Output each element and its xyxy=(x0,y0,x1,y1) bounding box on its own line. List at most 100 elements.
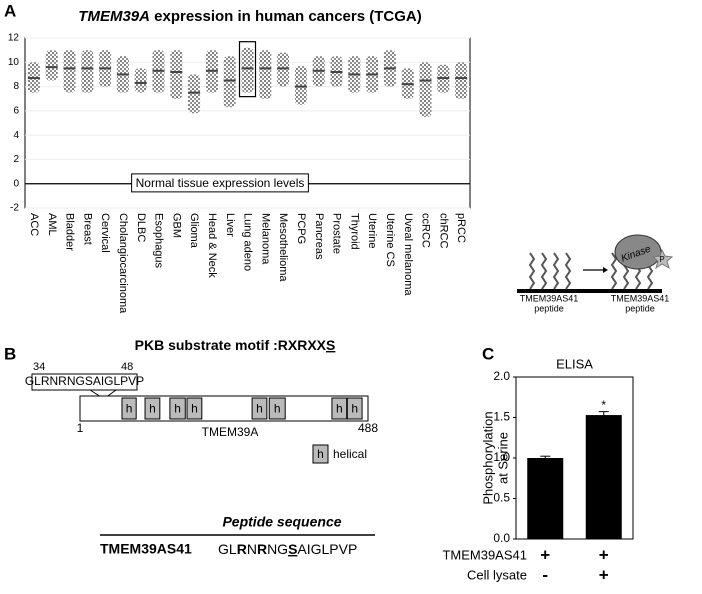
y-tick-label: 0.5 xyxy=(493,491,510,505)
y-tick-label: 2 xyxy=(13,154,19,165)
helix-label: h xyxy=(149,402,156,416)
protein-end: 488 xyxy=(358,421,378,435)
legend-label: helical xyxy=(333,447,367,461)
bar xyxy=(527,458,564,539)
protein-name: TMEM39A xyxy=(202,425,259,439)
inset-connector xyxy=(89,389,100,397)
helix xyxy=(121,397,137,420)
x-tick-label: Melanoma xyxy=(259,213,271,265)
point-cloud xyxy=(294,65,307,105)
y-tick-label: 1.0 xyxy=(493,450,510,464)
condition-mark: + xyxy=(599,545,609,564)
x-tick-label: Thyroid xyxy=(348,213,360,250)
x-tick-label: ccRCC xyxy=(420,213,432,248)
motif-prefix: PKB substrate motif : xyxy=(135,337,278,353)
sequence-part: GL xyxy=(218,541,237,557)
y-tick-label: 4 xyxy=(13,130,19,141)
point-cloud xyxy=(259,50,272,99)
helix xyxy=(346,397,363,420)
reference-label-box xyxy=(131,173,309,193)
y-tick-label: 8 xyxy=(13,81,19,92)
title-gene: TMEM39A xyxy=(78,8,150,25)
panel-label: B xyxy=(4,344,16,363)
x-tick-label: GBM xyxy=(170,213,182,238)
point-cloud xyxy=(188,74,201,114)
reference-label: Normal tissue expression levels xyxy=(136,176,305,190)
phospho-star xyxy=(651,248,674,270)
panel-label: C xyxy=(482,344,494,363)
x-tick-label: PCPG xyxy=(295,213,307,244)
chart-title: TMEM39A expression in human cancers (TCG… xyxy=(78,8,421,25)
panel-label: A xyxy=(4,1,16,20)
peptides xyxy=(528,252,654,290)
table-header: Peptide sequence xyxy=(222,514,341,530)
x-tick-label: Liver xyxy=(224,213,236,237)
condition-label: TMEM39AS41 xyxy=(442,547,527,562)
inset-box xyxy=(31,373,138,391)
helix-label: h xyxy=(174,402,181,416)
point-cloud xyxy=(455,62,468,99)
helix xyxy=(268,397,286,420)
y-tick-label: 0 xyxy=(13,178,19,189)
protein-start: 1 xyxy=(77,421,84,435)
point-cloud xyxy=(81,50,94,93)
point-cloud xyxy=(134,68,147,93)
title-rest: expression in human cancers (TCGA) xyxy=(150,8,422,25)
x-tick-label: Uterine CS xyxy=(384,213,396,267)
helix-label: h xyxy=(191,402,198,416)
peptide-name: TMEM39AS41 xyxy=(100,541,192,557)
x-tick-label: Cholangiocarcinoma xyxy=(117,213,129,314)
point-cloud xyxy=(419,62,432,117)
x-tick-label: Bladder xyxy=(64,213,76,251)
significance: * xyxy=(601,398,606,412)
sequence-part: S xyxy=(288,541,297,557)
point-cloud xyxy=(223,56,236,108)
inset-from: 34 xyxy=(33,361,45,373)
x-tick-label: Prostate xyxy=(331,213,343,254)
motif-site: S xyxy=(326,337,335,353)
helix-label: h xyxy=(256,402,263,416)
helix-label: h xyxy=(274,402,281,416)
highlight-box xyxy=(238,41,257,98)
helix xyxy=(186,397,203,420)
legend-symbol: h xyxy=(317,447,324,461)
peptide-label: peptide xyxy=(625,303,655,313)
y-tick-label: 12 xyxy=(8,33,20,44)
y-tick-label: 6 xyxy=(13,105,19,116)
point-cloud xyxy=(277,52,290,87)
motif-title: PKB substrate motif :RXRXXS xyxy=(135,337,336,353)
condition-mark: + xyxy=(540,545,550,564)
inset-to: 48 xyxy=(121,361,133,373)
x-tick-label: ACC xyxy=(28,213,40,236)
sequence-part: R xyxy=(237,541,247,557)
x-tick-label: pRCC xyxy=(455,213,467,243)
point-cloud xyxy=(241,47,254,93)
y-tick-label: 2.0 xyxy=(493,369,510,383)
sequence-part: NG xyxy=(267,541,288,557)
x-tick-label: Mesothelioma xyxy=(277,213,289,282)
chart-title: ELISA xyxy=(556,356,593,371)
helix xyxy=(169,397,186,420)
inset-connector xyxy=(107,389,117,397)
x-tick-label: Uveal melanoma xyxy=(402,213,414,296)
condition-mark: - xyxy=(542,565,548,584)
x-tick-label: AML xyxy=(46,213,58,236)
helix-label: h xyxy=(126,402,133,416)
bar xyxy=(585,415,622,539)
y-tick-label: -2 xyxy=(10,203,19,214)
x-tick-label: DLBC xyxy=(135,213,147,242)
arrow-head xyxy=(603,267,608,273)
peptide-label: peptide xyxy=(534,303,564,313)
y-tick-label: 10 xyxy=(8,57,20,68)
x-tick-label: Lung adeno xyxy=(242,213,254,271)
x-tick-label: Pancreas xyxy=(313,213,325,260)
legend-swatch xyxy=(312,444,329,464)
peptide-sequence: GLRNRNGSAIGLPVP xyxy=(218,541,357,557)
condition-label: Cell lysate xyxy=(467,567,527,582)
helix-label: h xyxy=(336,402,343,416)
point-cloud xyxy=(45,50,58,81)
y-axis-label: at Serine xyxy=(495,432,510,484)
point-cloud xyxy=(170,50,183,99)
inset-sequence: GLRNRNGSAIGLPVP xyxy=(25,374,144,388)
